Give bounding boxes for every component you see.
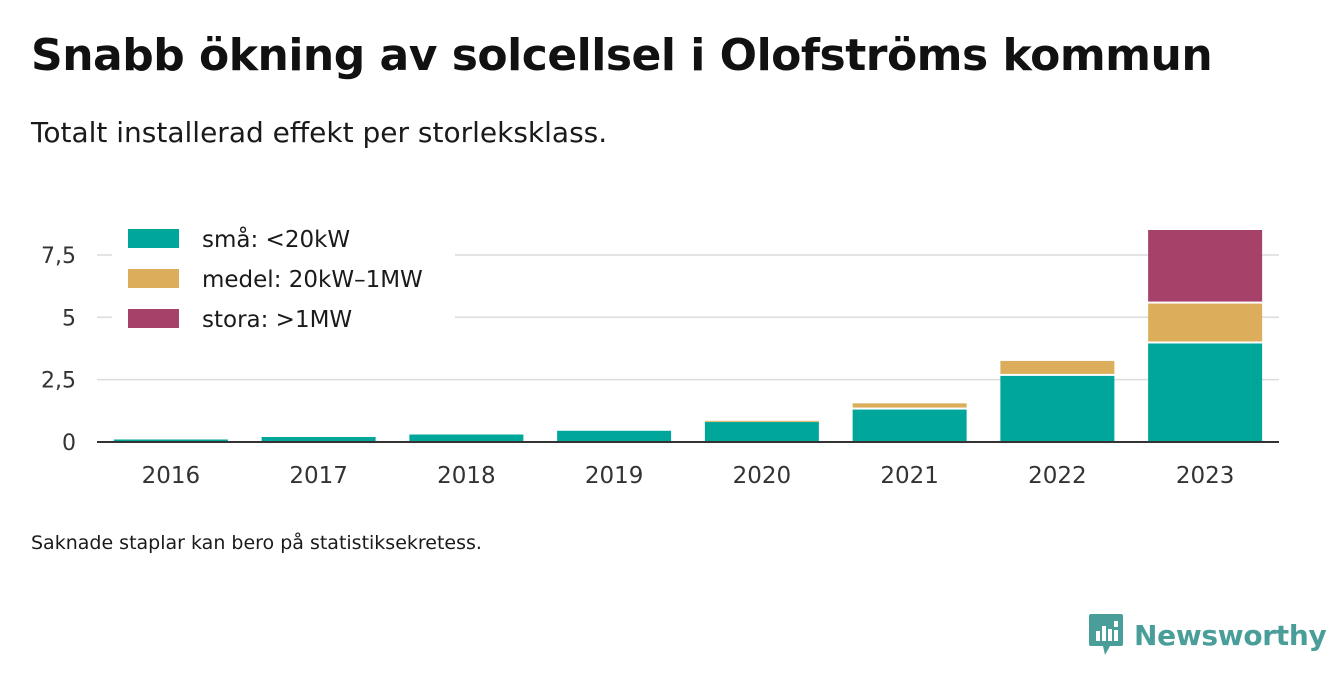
x-tick-label: 2019 bbox=[585, 463, 644, 489]
legend-label: små: <20kW bbox=[202, 225, 350, 253]
chart-title: Snabb ökning av solcellsel i Olofströms … bbox=[31, 30, 1213, 81]
y-tick-label: 0 bbox=[62, 431, 76, 456]
x-axis-ticks: 2016 2017 2018 2019 2020 2021 2022 2023 bbox=[142, 463, 1235, 489]
x-tick-label: 2020 bbox=[733, 463, 792, 489]
stacked-bar-chart: 0 2,5 5 7,5 2016 2017 2018 2019 2020 2021 2022 202… bbox=[41, 218, 1279, 489]
legend-swatch bbox=[128, 309, 179, 328]
y-tick-label: 5 bbox=[62, 306, 76, 331]
bar-segment-2022-s1 bbox=[1000, 360, 1115, 374]
y-axis-ticks: 0 2,5 5 7,5 bbox=[41, 244, 76, 456]
y-tick-label: 2,5 bbox=[41, 369, 76, 394]
x-tick-label: 2017 bbox=[289, 463, 348, 489]
x-tick-label: 2022 bbox=[1028, 463, 1087, 489]
footnote: Saknade staplar kan bero på statistiksek… bbox=[31, 532, 482, 554]
bar-segment-2021-s1 bbox=[852, 403, 967, 408]
newsworthy-logo-icon bbox=[1089, 614, 1123, 655]
x-tick-label: 2021 bbox=[880, 463, 939, 489]
bar-segment-2020-s0 bbox=[704, 422, 819, 442]
legend-label: medel: 20kW–1MW bbox=[202, 267, 423, 293]
x-tick-label: 2016 bbox=[142, 463, 201, 489]
bar-segment-2018-s0 bbox=[409, 434, 524, 442]
newsworthy-logo: Newsworthy bbox=[1088, 612, 1327, 658]
bar-segment-2020-s1 bbox=[704, 420, 819, 422]
brand-name: Newsworthy bbox=[1134, 618, 1327, 652]
bar-segment-2022-s0 bbox=[1000, 375, 1115, 442]
bar-segment-2017-s0 bbox=[261, 437, 376, 442]
legend-swatch bbox=[128, 269, 179, 288]
chart-subtitle: Totalt installerad effekt per storlekskl… bbox=[31, 116, 608, 149]
bar-segment-2023-s0 bbox=[1148, 343, 1263, 442]
y-tick-label: 7,5 bbox=[41, 244, 76, 269]
bar-segment-2023-s1 bbox=[1148, 303, 1263, 342]
x-tick-label: 2023 bbox=[1176, 463, 1235, 489]
legend-label: stora: >1MW bbox=[202, 307, 352, 333]
bars bbox=[113, 230, 1263, 442]
bar-segment-2016-s0 bbox=[113, 439, 228, 442]
legend-swatch bbox=[128, 229, 179, 248]
legend: små: <20kW medel: 20kW–1MW stora: >1MW bbox=[112, 218, 455, 344]
bar-segment-2021-s0 bbox=[852, 409, 967, 442]
bar-segment-2023-s2 bbox=[1148, 230, 1263, 302]
x-tick-label: 2018 bbox=[437, 463, 496, 489]
bar-segment-2019-s0 bbox=[557, 430, 672, 442]
